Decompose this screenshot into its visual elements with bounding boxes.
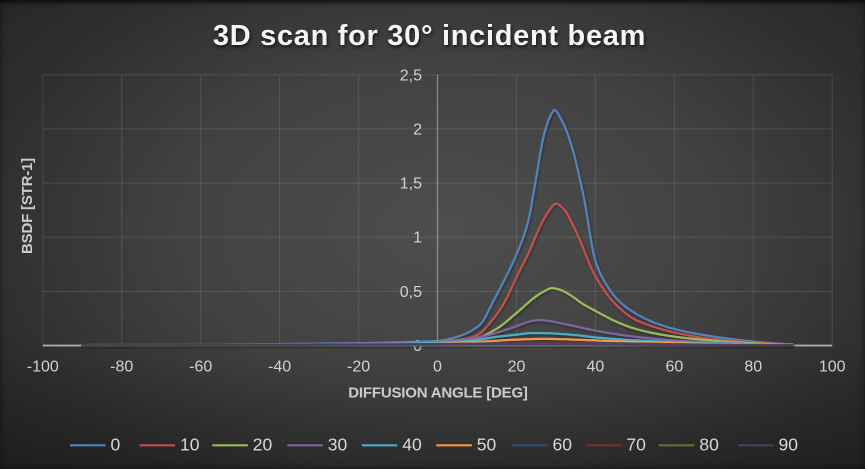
svg-text:100: 100 [819, 359, 846, 376]
svg-text:20: 20 [508, 359, 526, 376]
svg-text:-20: -20 [347, 359, 370, 376]
svg-text:1: 1 [413, 230, 422, 247]
svg-text:60: 60 [553, 435, 573, 455]
svg-text:-60: -60 [189, 359, 212, 376]
svg-text:0: 0 [111, 435, 121, 455]
svg-text:50: 50 [477, 435, 497, 455]
svg-text:40: 40 [587, 359, 605, 376]
svg-text:10: 10 [180, 435, 200, 455]
svg-text:70: 70 [626, 435, 646, 455]
svg-text:80: 80 [744, 359, 762, 376]
svg-text:DIFFUSION ANGLE [DEG]: DIFFUSION ANGLE [DEG] [348, 385, 528, 402]
svg-text:0: 0 [413, 338, 422, 355]
svg-text:20: 20 [253, 435, 273, 455]
svg-text:0: 0 [433, 359, 442, 376]
svg-text:-80: -80 [110, 359, 133, 376]
svg-text:90: 90 [779, 435, 799, 455]
svg-text:80: 80 [699, 435, 719, 455]
svg-text:40: 40 [402, 435, 422, 455]
svg-text:BSDF [STR-1]: BSDF [STR-1] [19, 158, 36, 254]
svg-text:0,5: 0,5 [400, 284, 422, 301]
svg-text:60: 60 [666, 359, 684, 376]
svg-text:1,5: 1,5 [400, 176, 422, 193]
svg-text:30: 30 [328, 435, 348, 455]
svg-text:-100: -100 [27, 359, 59, 376]
svg-text:-40: -40 [268, 359, 291, 376]
svg-text:2: 2 [413, 121, 422, 138]
svg-text:2,5: 2,5 [400, 67, 422, 84]
